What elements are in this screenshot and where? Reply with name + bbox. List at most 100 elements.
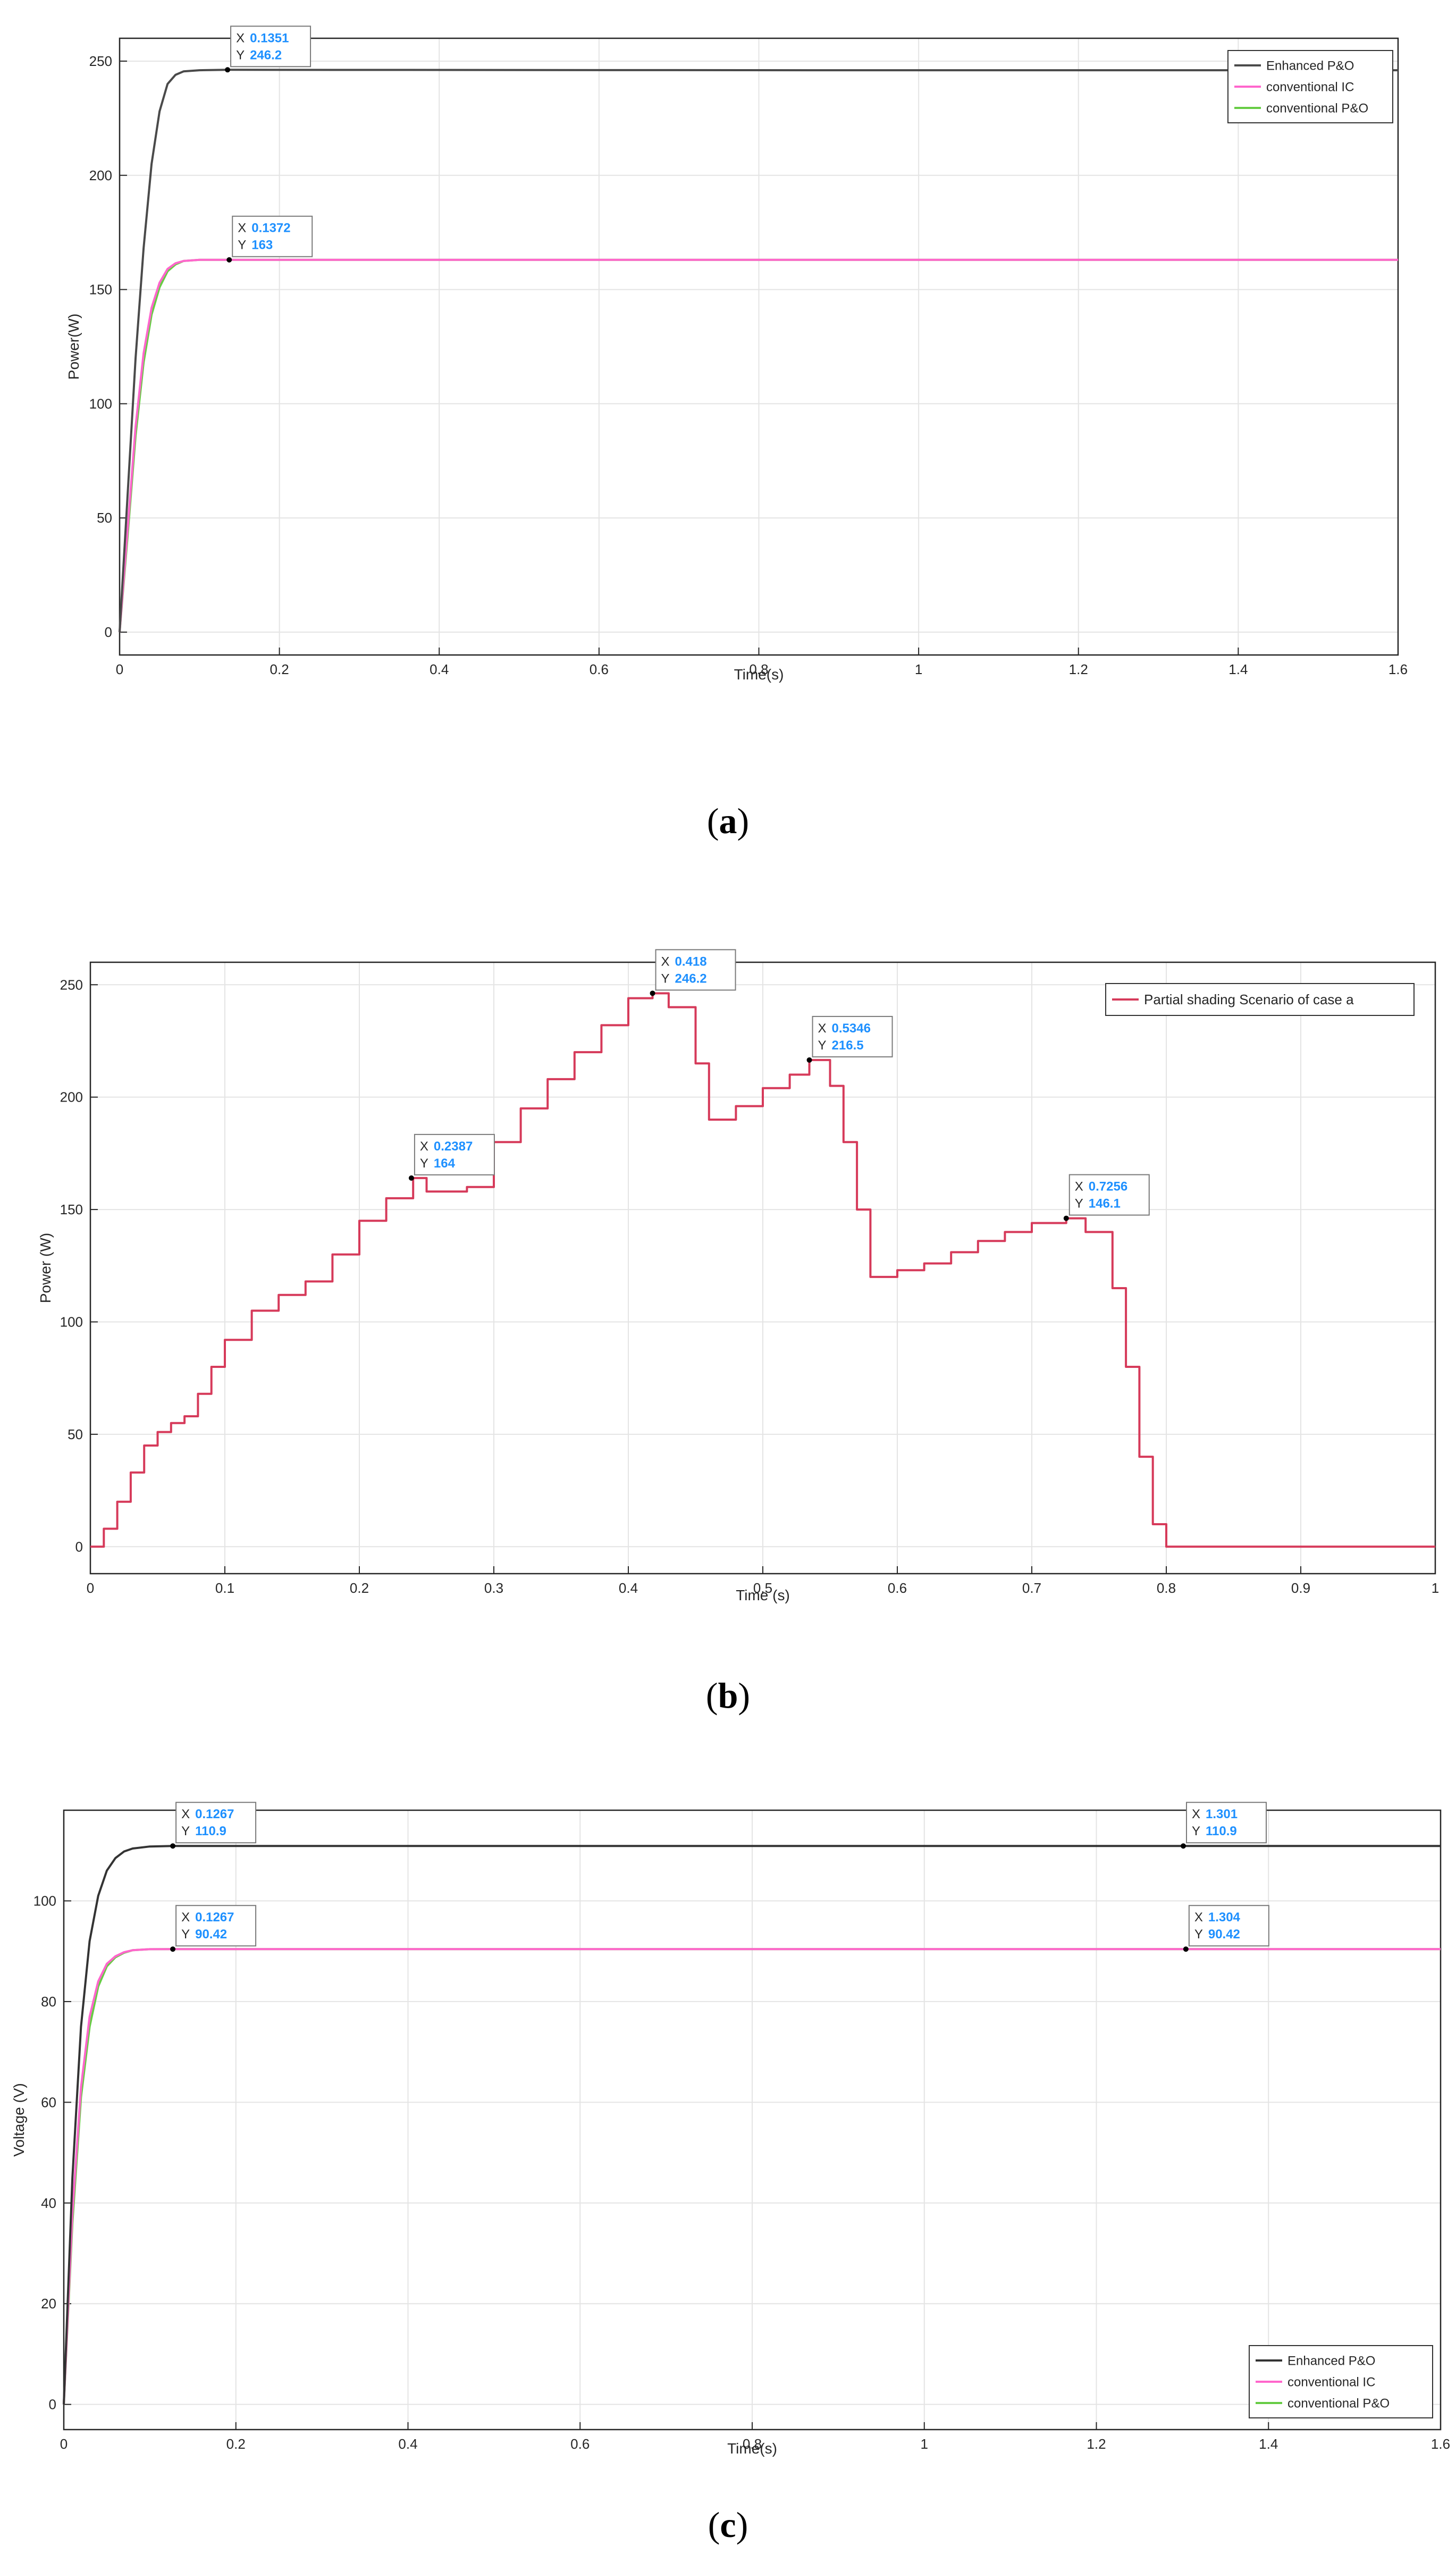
y-axis-label: Power (W) [37, 1233, 54, 1303]
y-tick-label: 40 [41, 2195, 56, 2211]
data-tip-y-label: Y [236, 48, 245, 62]
x-tick-label: 1.6 [1431, 2436, 1450, 2452]
x-tick-label: 0.6 [888, 1580, 907, 1596]
y-axis-label: Power(W) [65, 314, 82, 380]
y-tick-label: 0 [49, 2397, 56, 2413]
legend-label: Enhanced P&O [1266, 58, 1354, 73]
data-tip-marker [1180, 1843, 1186, 1849]
y-tick-label: 50 [68, 1426, 83, 1442]
data-tip-y-value: 110.9 [195, 1824, 226, 1838]
y-axis-label: Voltage (V) [11, 2083, 27, 2157]
x-tick-label: 1.4 [1228, 661, 1248, 677]
y-tick-label: 60 [41, 2094, 56, 2110]
data-tip-y-value: 163 [251, 238, 273, 253]
data-tip-y-value: 110.9 [1206, 1824, 1237, 1838]
data-tip-x-label: X [420, 1139, 428, 1154]
data-tip-x-label: X [661, 954, 670, 969]
data-tip-y-value: 246.2 [675, 971, 707, 986]
data-tip-marker [1063, 1215, 1069, 1221]
legend-box [1105, 983, 1415, 1016]
data-tip-x-value: 1.304 [1208, 1910, 1241, 1925]
data-tip-x-label: X [181, 1807, 190, 1821]
x-tick-label: 0 [87, 1580, 94, 1596]
x-tick-label: 1 [915, 661, 922, 677]
data-tip-y-label: Y [1075, 1197, 1083, 1211]
x-tick-label: 0.5 [753, 1580, 772, 1596]
data-tip-x-value: 1.301 [1206, 1807, 1238, 1821]
chart-c-group: 0 0.2 0.4 0.6 0.8 1 1.2 1.4 1.6 0 20 40 60 80 100 Time(… [11, 1802, 1450, 2457]
data-tip-y-value: 90.42 [1208, 1927, 1240, 1942]
series-line [119, 258, 1398, 633]
data-tip-y-label: Y [661, 971, 670, 986]
data-tip-box [175, 1802, 257, 1844]
y-tick-label: 0 [105, 624, 112, 640]
x-tick-label: 0.1 [215, 1580, 234, 1596]
data-tip-y-value: 246.2 [250, 48, 282, 62]
data-tip-x-value: 0.1351 [250, 31, 289, 45]
figure-caption-b: (b) [705, 1675, 751, 1716]
data-tip-marker [226, 257, 232, 263]
data-tip-x-value: 0.418 [675, 954, 707, 969]
x-tick-label: 0.8 [749, 661, 768, 677]
data-tip-x-label: X [1194, 1910, 1203, 1925]
data-tip-box [232, 215, 313, 257]
x-tick-label: 0.8 [743, 2436, 762, 2452]
data-tip-x-value: 0.7256 [1089, 1180, 1127, 1194]
data-tip-box [1068, 1174, 1150, 1216]
legend-label: conventional P&O [1287, 2396, 1390, 2410]
x-tick-label: 1.6 [1388, 661, 1408, 677]
data-tip-y-value: 164 [434, 1156, 456, 1171]
data-tip-box [230, 26, 312, 68]
x-tick-label: 1.2 [1069, 661, 1088, 677]
y-tick-label: 250 [60, 977, 83, 993]
x-tick-label: 0.4 [398, 2436, 417, 2452]
chart-b-group: 0 0.1 0.2 0.3 0.4 0.5 0.6 0.7 0.8 0.9 1 0 50 100 150 20… [37, 949, 1439, 1603]
series-line [90, 992, 1435, 1548]
data-tip-x-value: 0.1267 [195, 1807, 234, 1821]
data-tip-box [1185, 1802, 1267, 1844]
x-tick-label: 1.2 [1087, 2436, 1106, 2452]
data-tip-y-value: 146.1 [1089, 1197, 1121, 1211]
data-tip-marker [1183, 1946, 1189, 1952]
x-tick-label: 0.2 [270, 661, 289, 677]
data-tip-x-label: X [181, 1910, 190, 1925]
data-tip-x-label: X [238, 221, 246, 236]
x-tick-label: 0.3 [484, 1580, 503, 1596]
data-tip-marker [650, 990, 655, 996]
x-tick-label: 1 [921, 2436, 928, 2452]
x-tick-label: 0.8 [1157, 1580, 1176, 1596]
x-tick-label: 1.4 [1259, 2436, 1278, 2452]
data-tip-marker [225, 67, 231, 73]
data-tip-y-label: Y [238, 238, 246, 253]
x-axis-label: Time (s) [736, 1587, 790, 1603]
data-tip-marker [170, 1946, 176, 1952]
data-tip-x-label: X [1192, 1807, 1200, 1821]
data-tip-x-value: 0.2387 [434, 1139, 473, 1154]
data-tip-box [1188, 1905, 1269, 1947]
data-tip-y-label: Y [1194, 1927, 1203, 1942]
data-tip-y-label: Y [818, 1038, 827, 1053]
data-tip-y-value: 90.42 [195, 1927, 227, 1942]
data-tip-box [812, 1015, 893, 1057]
y-tick-label: 80 [41, 1994, 56, 2010]
y-tick-label: 20 [41, 2296, 56, 2312]
x-tick-label: 0.4 [430, 661, 449, 677]
x-tick-label: 0.9 [1291, 1580, 1310, 1596]
x-tick-label: 0 [60, 2436, 68, 2452]
y-tick-label: 0 [75, 1539, 83, 1555]
y-tick-label: 150 [60, 1202, 83, 1217]
y-tick-label: 200 [89, 167, 112, 183]
chart-a-group: 0 0.2 0.4 0.6 0.8 1 1.2 1.4 1.6 0 50 100 150 200 250 Ti… [65, 26, 1408, 683]
y-tick-label: 50 [97, 510, 112, 526]
data-tip-x-label: X [236, 31, 245, 45]
data-tip-x-value: 0.1372 [251, 221, 290, 236]
legend-label: Enhanced P&O [1287, 2354, 1375, 2368]
data-tip-y-label: Y [420, 1156, 428, 1171]
data-tip-y-label: Y [1192, 1824, 1200, 1838]
data-tip-box [414, 1133, 495, 1175]
data-tip-x-value: 0.5346 [832, 1021, 871, 1036]
x-tick-label: 0.6 [590, 661, 609, 677]
x-tick-label: 1 [1432, 1580, 1439, 1596]
data-tip-marker [806, 1057, 812, 1063]
